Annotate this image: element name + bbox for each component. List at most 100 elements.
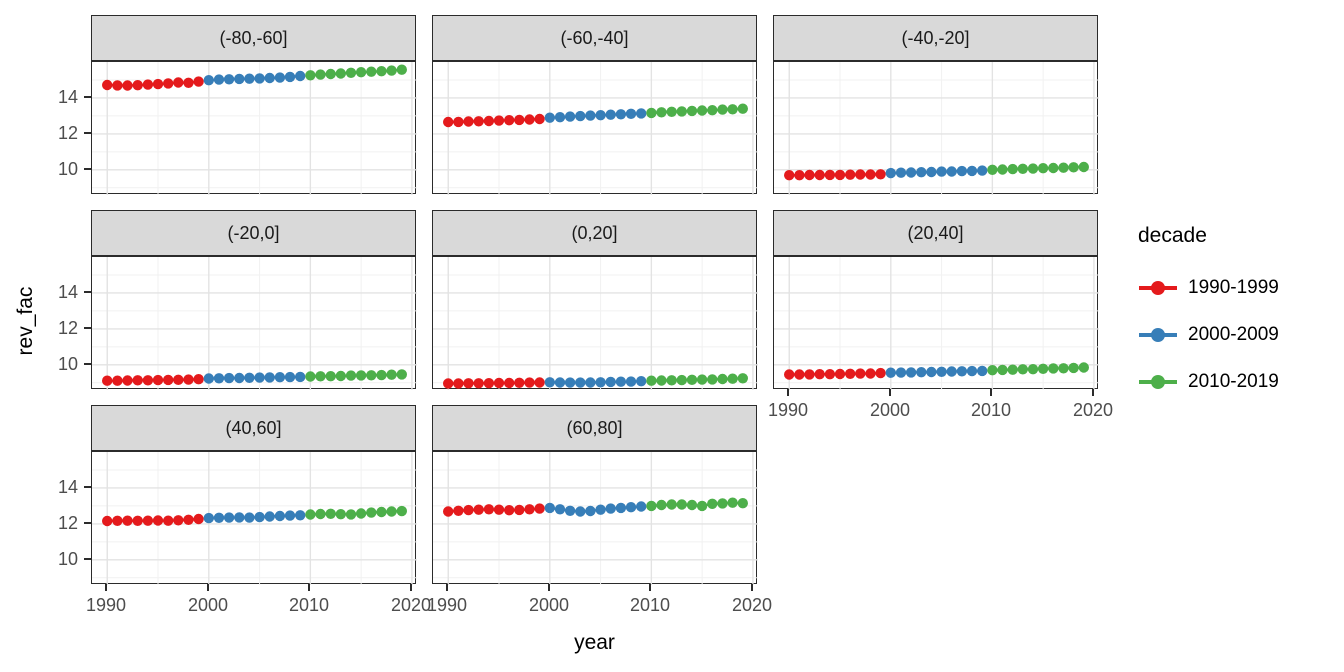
data-point xyxy=(524,504,535,515)
data-point xyxy=(355,508,367,519)
data-point xyxy=(264,511,275,522)
data-point xyxy=(183,374,194,385)
data-point xyxy=(575,377,586,388)
data-point xyxy=(234,73,245,85)
facet-strip-label: (0,20] xyxy=(432,210,757,256)
data-point xyxy=(855,169,866,180)
data-point xyxy=(102,79,113,91)
data-point xyxy=(335,68,346,79)
y-tick-mark xyxy=(84,486,91,488)
data-point xyxy=(173,374,184,385)
y-tick-mark xyxy=(84,96,91,98)
y-tick-mark xyxy=(84,558,91,560)
x-tick-mark xyxy=(446,584,448,591)
data-point xyxy=(254,73,265,84)
data-point xyxy=(1048,363,1059,374)
legend-key-icon xyxy=(1139,281,1177,295)
data-point xyxy=(453,378,464,389)
facet-panel xyxy=(432,256,758,390)
data-point xyxy=(564,111,576,122)
x-tick-label: 1990 xyxy=(767,400,809,420)
facet-plot-area xyxy=(774,257,1099,390)
data-point xyxy=(325,508,336,519)
data-point xyxy=(132,80,143,91)
y-tick-label: 10 xyxy=(57,549,78,569)
x-tick-label: 2000 xyxy=(187,595,229,615)
data-point xyxy=(916,167,927,178)
y-tick-label: 10 xyxy=(57,354,78,374)
legend-item: 2000-2009 xyxy=(1138,321,1279,349)
data-point xyxy=(814,369,825,380)
data-point xyxy=(666,106,677,117)
data-point xyxy=(534,503,545,514)
data-point xyxy=(163,78,174,89)
data-point xyxy=(102,515,113,527)
y-tick-mark xyxy=(84,327,91,329)
data-point xyxy=(656,375,667,386)
data-point xyxy=(615,109,627,120)
data-point xyxy=(834,368,846,380)
data-point xyxy=(473,116,484,127)
data-point xyxy=(656,107,667,118)
data-point xyxy=(946,166,957,177)
data-point xyxy=(463,378,474,389)
data-point xyxy=(493,115,505,126)
x-tick-mark xyxy=(1092,389,1094,396)
data-point xyxy=(905,167,917,178)
data-point xyxy=(386,506,397,517)
data-point xyxy=(493,377,505,389)
data-point xyxy=(122,515,133,526)
x-tick-mark xyxy=(649,584,651,591)
data-point xyxy=(1058,162,1069,173)
data-point xyxy=(203,75,214,86)
data-point xyxy=(956,366,968,377)
data-point xyxy=(997,164,1008,175)
data-point xyxy=(1007,364,1018,375)
x-tick-mark xyxy=(207,584,209,591)
data-point xyxy=(274,372,286,383)
data-point xyxy=(183,77,194,88)
data-point xyxy=(966,165,978,177)
data-point xyxy=(453,116,464,128)
legend-item-label: 1990-1999 xyxy=(1188,277,1279,298)
data-point xyxy=(345,370,357,381)
data-point xyxy=(463,116,474,127)
legend-dot-icon xyxy=(1151,281,1165,295)
data-point xyxy=(203,373,214,384)
data-point xyxy=(1027,364,1039,375)
data-point xyxy=(244,73,255,84)
data-point xyxy=(595,377,606,388)
legend-item-label: 2000-2009 xyxy=(1188,324,1279,345)
data-point xyxy=(646,107,657,119)
data-point xyxy=(173,77,184,88)
y-tick-mark xyxy=(84,132,91,134)
data-point xyxy=(926,166,937,178)
data-point xyxy=(1007,163,1018,175)
data-point xyxy=(987,365,998,376)
data-point xyxy=(122,375,133,386)
facet-strip-label: (-20,0] xyxy=(91,210,416,256)
x-tick-label: 1990 xyxy=(85,595,127,615)
data-point xyxy=(524,377,535,388)
x-tick-mark xyxy=(787,389,789,396)
data-point xyxy=(794,369,805,380)
data-point xyxy=(737,373,748,384)
data-point xyxy=(315,371,326,382)
data-point xyxy=(676,374,687,386)
data-point xyxy=(355,67,367,78)
data-point xyxy=(676,106,687,117)
data-point xyxy=(946,366,957,377)
facet-panel xyxy=(432,61,758,195)
data-point xyxy=(966,365,978,377)
data-point xyxy=(977,365,988,377)
data-point xyxy=(905,367,917,378)
y-tick-label: 12 xyxy=(57,318,78,338)
data-point xyxy=(244,372,255,383)
data-point xyxy=(987,164,998,175)
data-point xyxy=(386,65,397,76)
data-point xyxy=(794,170,805,181)
data-point xyxy=(636,108,647,119)
data-point xyxy=(1037,163,1049,174)
legend-dot-icon xyxy=(1151,375,1165,389)
y-tick-mark xyxy=(84,168,91,170)
